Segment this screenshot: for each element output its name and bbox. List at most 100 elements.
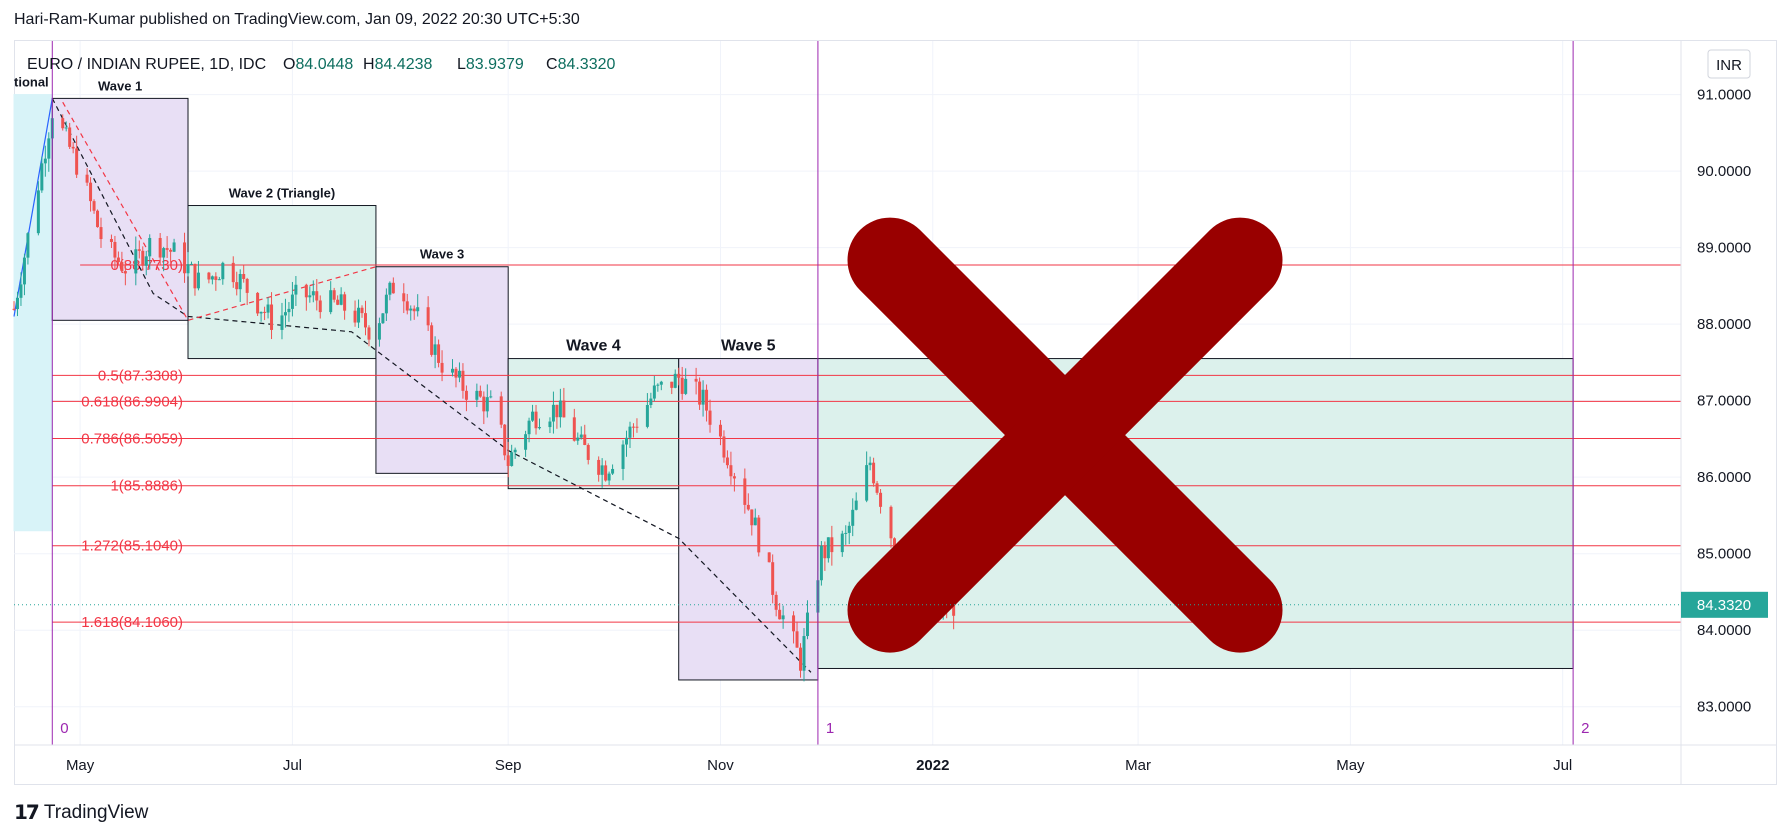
candle-body [485,397,489,412]
wave-label: tional [14,75,49,90]
candle-body [12,308,16,310]
candle-body [22,257,26,285]
candle-body [767,552,771,563]
wave-label: Wave 3 [420,247,464,262]
cycle-label: 2 [1581,720,1589,737]
candle-body [343,294,347,311]
candle-body [116,257,120,263]
candle-body [336,299,340,305]
fibonacci-levels: 0(88.7730)0.5(87.3308)0.618(86.9904)0.78… [52,257,1681,631]
cycle-label: 1 [826,720,834,737]
candle-body [701,389,705,405]
candle-body [357,307,361,323]
candle-body [40,163,44,191]
x-tick-label: 2022 [916,757,949,774]
candle-body [705,389,709,411]
candle-body [315,291,319,301]
candle-body [183,242,187,274]
candle-body [757,517,761,553]
candle-body [461,370,465,391]
candle-body [193,263,197,289]
candle-body [353,310,357,323]
candle-body [475,390,479,400]
candle-body [524,434,528,450]
candle-body [388,282,392,295]
candle-body [729,465,733,477]
invalidation-cross-icon [847,217,1283,653]
impulse-line [13,98,53,317]
candle-body [235,282,239,290]
x-tick-label: Sep [495,757,522,774]
ohlc-high: 84.4238 [375,56,433,73]
candle-body [694,378,698,382]
candle-body [774,594,778,610]
candle-body [802,636,806,671]
candle-body [426,307,430,326]
wave-trend-path [51,98,812,673]
ohlc-high-label: H [363,56,375,73]
y-tick-label: 89.0000 [1697,240,1751,257]
candle-body [482,396,486,412]
candle-body [263,311,267,313]
candle-body [294,284,298,295]
ohlc-open-row: O84.0448 [283,56,353,73]
candle-body [123,271,127,274]
candle-body [43,158,47,164]
candle-body [732,476,736,479]
candle-body [851,509,855,526]
candle-body [572,417,576,441]
candle-body [148,237,152,257]
candle-body [708,410,712,425]
candle-body [865,465,869,501]
symbol-name: EURO / INDIAN RUPEE, 1D, IDC [27,56,266,73]
candle-body [259,311,263,314]
candle-body [478,390,482,397]
candle-body [499,396,503,425]
candle-body [555,404,559,418]
x-tick-label: May [66,757,95,774]
candle-body [245,278,249,293]
candle-body [409,308,413,311]
candle-body [36,190,40,234]
candle-body [64,127,68,129]
candle-body [600,465,604,475]
candle-body [367,327,371,340]
candle-body [457,370,461,378]
candle-body [238,274,242,290]
cross-stroke [847,217,1283,653]
candle-body [283,312,287,316]
candle-body [329,290,333,313]
candle-body [134,249,138,274]
candle-body [402,293,406,302]
candle-body [47,138,51,159]
candle-body [868,462,872,466]
candle-body [68,127,72,147]
x-tick-label: Jul [1553,757,1572,774]
ohlc-low-row: L83.9379 [457,56,524,73]
candle-body [75,148,79,175]
y-tick-label: 87.0000 [1697,393,1751,410]
candle-body [558,400,562,418]
candle-body [196,272,200,289]
candle-body [889,506,893,539]
candle-body [144,256,148,266]
candle-body [823,545,827,559]
candle-body [186,264,190,274]
candle-body [454,368,458,378]
candle-body [830,537,834,553]
candle-body [92,201,96,211]
y-tick-label: 88.0000 [1697,316,1751,333]
candle-body [746,504,750,510]
candle-body [270,304,274,330]
currency-badge[interactable]: INR [1707,49,1751,79]
candle-body [795,631,799,648]
x-tick-label: Nov [707,757,734,774]
candle-body [659,381,663,385]
candle-body [718,424,722,437]
candle-body [19,284,23,298]
candle-body [437,344,441,363]
y-tick-label: 90.0000 [1697,163,1751,180]
candle-body [778,609,782,620]
candle-body [621,444,625,469]
